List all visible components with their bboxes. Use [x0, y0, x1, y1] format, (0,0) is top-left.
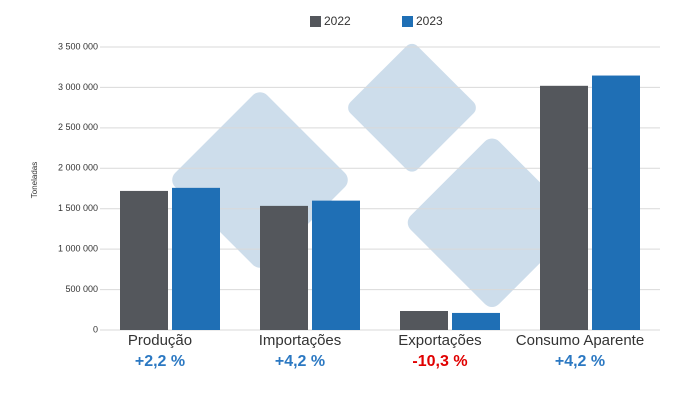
y-tick-label: 2 000 000: [58, 163, 98, 173]
watermark: [172, 43, 577, 307]
y-tick-label: 500 000: [65, 284, 98, 294]
x-tick-label: Exportações: [398, 332, 481, 349]
change-label: +4,2 %: [555, 353, 605, 370]
bar: [120, 190, 168, 330]
x-tick-label: Importações: [259, 332, 342, 349]
legend-label: 2023: [416, 14, 443, 28]
change-label: +4,2 %: [275, 353, 325, 370]
y-axis-label: Toneladas: [30, 162, 39, 198]
x-tick-label: Produção: [128, 332, 192, 349]
bar: [400, 310, 448, 330]
bar: [592, 75, 640, 330]
bar: [540, 85, 588, 330]
legend-swatch: [402, 16, 413, 27]
x-tick-label: Consumo Aparente: [516, 332, 644, 349]
bar: [260, 205, 308, 330]
y-tick-label: 3 000 000: [58, 82, 98, 92]
bar: [172, 187, 220, 330]
legend-swatch: [310, 16, 321, 27]
y-tick-label: 2 500 000: [58, 122, 98, 132]
y-tick-label: 0: [93, 324, 98, 334]
y-tick-label: 1 500 000: [58, 203, 98, 213]
y-tick-label: 1 000 000: [58, 244, 98, 254]
change-label: -10,3 %: [412, 353, 467, 370]
bar: [452, 312, 500, 330]
legend-label: 2022: [324, 14, 351, 28]
bar: [312, 200, 360, 330]
y-tick-label: 3 500 000: [58, 41, 98, 51]
change-label: +2,2 %: [135, 353, 185, 370]
